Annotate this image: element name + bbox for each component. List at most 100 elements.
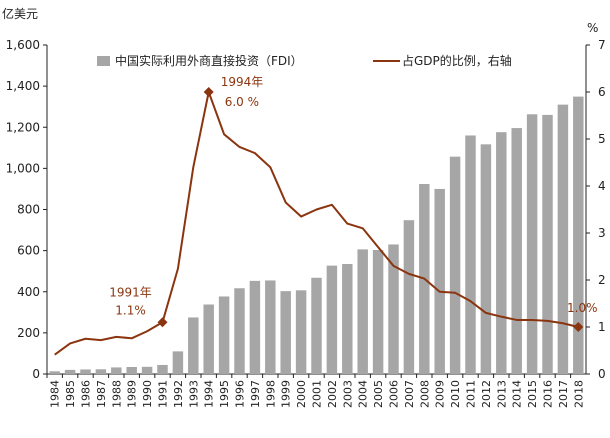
annotation-value: 1.1% (115, 303, 146, 317)
y-right-tick-label: 0 (598, 367, 606, 381)
fdi-bar (403, 220, 415, 374)
bars (49, 96, 584, 374)
fdi-bar (64, 369, 76, 374)
fdi-bar (311, 277, 322, 374)
fdi-bar (511, 128, 522, 374)
x-tick-label: 1997 (249, 380, 262, 408)
x-tick-label: 1984 (49, 380, 62, 408)
x-tick-label: 2008 (418, 380, 431, 408)
fdi-bar (542, 114, 553, 374)
annotation-year: 1991年 (109, 285, 152, 299)
x-tick-label: 2004 (357, 380, 370, 408)
y-tick-label: 1,200 (6, 120, 40, 134)
x-tick-label: 1999 (280, 380, 293, 408)
x-tick-label: 2007 (403, 380, 416, 408)
x-tick-label: 2001 (311, 380, 324, 408)
x-tick-label: 2003 (341, 380, 354, 408)
y-tick-label: 600 (17, 244, 40, 258)
fdi-bar (141, 366, 153, 374)
fdi-bar (465, 135, 476, 374)
fdi-bar (203, 304, 214, 374)
fdi-bar (172, 351, 184, 374)
fdi-bar (449, 156, 461, 374)
y-right-tick-label: 7 (598, 38, 606, 52)
fdi-bar (49, 371, 60, 374)
x-tick-label: 1993 (187, 380, 200, 408)
x-tick-label: 2013 (495, 380, 508, 408)
x-tick-label: 1998 (264, 380, 277, 408)
annotation-marker (573, 322, 584, 332)
y-tick-label: 400 (17, 285, 40, 299)
x-tick-label: 2006 (388, 380, 401, 408)
y-right-tick-label: 6 (598, 85, 606, 99)
y-tick-label: 800 (17, 203, 40, 217)
y-right-tick-label: 4 (598, 179, 606, 193)
x-tick-label: 2002 (326, 380, 339, 408)
fdi-bar (188, 317, 199, 374)
fdi-bar (80, 369, 91, 374)
fdi-bar (249, 280, 261, 374)
x-tick-label: 2016 (542, 380, 555, 408)
axes: 0 200 400 600 800 1,000 1,200 1,400 1,600 0 1 2 3 4 5 6… (2, 6, 606, 408)
y-tick-label: 1,000 (6, 161, 40, 175)
x-tick-label: 1988 (110, 380, 123, 408)
fdi-bar (157, 364, 168, 374)
fdi-bar (372, 250, 384, 374)
x-tick-label: 1992 (172, 380, 185, 408)
y-tick-label: 1,400 (6, 79, 40, 93)
gdp-ratio-line (54, 91, 579, 356)
fdi-bar (557, 104, 569, 374)
right-axis-unit: % (587, 21, 598, 35)
x-tick-label: 1990 (141, 380, 154, 408)
y-right-tick-label: 3 (598, 226, 606, 240)
fdi-bar (280, 291, 291, 374)
y-tick-label: 0 (32, 367, 40, 381)
x-tick-label: 2018 (572, 380, 585, 408)
annotations: 1994年 6.0 % 1991年 1.1% 1.0% (109, 75, 598, 332)
fdi-bar (218, 296, 230, 374)
x-tick-label: 2011 (465, 380, 478, 408)
fdi-bar (480, 144, 492, 374)
y-right-tick-label: 5 (598, 132, 606, 146)
annotation-value: 1.0% (567, 301, 598, 315)
fdi-bar (234, 288, 245, 374)
fdi-bar (388, 244, 399, 374)
fdi-bar (95, 369, 107, 374)
x-tick-label: 1991 (157, 380, 170, 408)
x-tick-label: 2014 (511, 380, 524, 408)
annotation-marker (203, 87, 214, 97)
fdi-bar (526, 114, 538, 374)
fdi-bar (265, 280, 276, 374)
x-tick-label: 1996 (234, 380, 247, 408)
x-tick-label: 2015 (526, 380, 539, 408)
x-tick-label: 2005 (372, 380, 385, 408)
y-right-tick-label: 2 (598, 273, 606, 287)
legend: 中国实际利用外商直接投资（FDI） 占GDP的比例，右轴 (97, 53, 512, 68)
y-tick-label: 1,600 (6, 38, 40, 52)
fdi-bar (126, 367, 137, 374)
legend-label-fdi: 中国实际利用外商直接投资（FDI） (115, 53, 303, 68)
x-tick-label: 2010 (449, 380, 462, 408)
legend-label-ratio: 占GDP的比例，右轴 (402, 53, 512, 68)
x-tick-label: 2012 (480, 380, 493, 408)
fdi-bar (295, 290, 307, 374)
annotation-value: 6.0 % (225, 95, 259, 109)
x-tick-label: 1987 (95, 380, 108, 408)
x-tick-label: 1986 (80, 380, 93, 408)
x-tick-label: 2009 (434, 380, 447, 408)
gdp-ratio-polyline (54, 91, 579, 356)
x-tick-label: 2000 (295, 380, 308, 408)
fdi-bar (357, 249, 368, 374)
x-tick-label: 1995 (218, 380, 231, 408)
fdi-bar (496, 132, 507, 374)
fdi-bar (434, 188, 445, 374)
x-tick-label: 1994 (203, 380, 216, 408)
x-tick-label: 1989 (126, 380, 139, 408)
fdi-bar (326, 265, 338, 374)
y-right-tick-label: 1 (598, 320, 606, 334)
x-tick-label: 2017 (557, 380, 570, 408)
fdi-bar (111, 367, 122, 374)
legend-swatch-fdi (97, 56, 110, 66)
annotation-year: 1994年 (221, 75, 264, 89)
